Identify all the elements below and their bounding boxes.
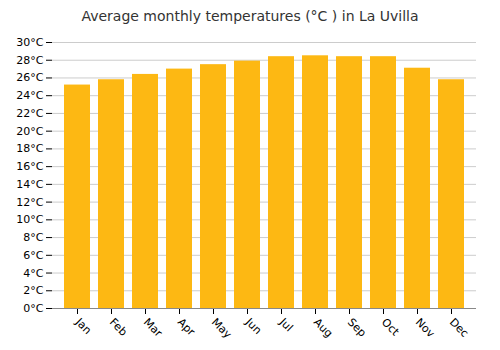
svg-text:Jan: Jan — [72, 315, 94, 337]
svg-text:16°C: 16°C — [16, 160, 43, 173]
svg-text:Feb: Feb — [107, 316, 130, 339]
svg-text:Nov: Nov — [413, 316, 438, 341]
svg-text:12°C: 12°C — [16, 196, 43, 209]
svg-text:Oct: Oct — [379, 316, 402, 339]
svg-text:8°C: 8°C — [23, 231, 43, 244]
svg-text:Mar: Mar — [141, 316, 165, 340]
svg-text:24°C: 24°C — [16, 89, 43, 102]
html-text:Average monthly temperatures (: Average monthly temperatures (°C ) in La… — [81, 8, 419, 24]
svg-text:14°C: 14°C — [16, 178, 43, 191]
svg-text:28°C: 28°C — [16, 54, 43, 67]
svg-text:May: May — [209, 316, 235, 342]
svg-text:4°C: 4°C — [23, 267, 43, 280]
svg-text:Aug: Aug — [311, 316, 335, 340]
svg-text:Apr: Apr — [175, 316, 198, 339]
svg-text:2°C: 2°C — [23, 284, 43, 297]
svg-text:Jun: Jun — [242, 315, 264, 337]
svg-text:6°C: 6°C — [23, 249, 43, 262]
svg-text:Dec: Dec — [447, 316, 471, 340]
svg-text:Sep: Sep — [345, 316, 369, 340]
svg-text:22°C: 22°C — [16, 107, 43, 120]
svg-text:Jul: Jul — [276, 315, 295, 334]
svg-text:10°C: 10°C — [16, 213, 43, 226]
svg-text:30°C: 30°C — [16, 36, 43, 49]
svg-text:0°C: 0°C — [23, 302, 43, 315]
svg-text:20°C: 20°C — [16, 125, 43, 138]
svg-text:18°C: 18°C — [16, 142, 43, 155]
svg-text:26°C: 26°C — [16, 71, 43, 84]
